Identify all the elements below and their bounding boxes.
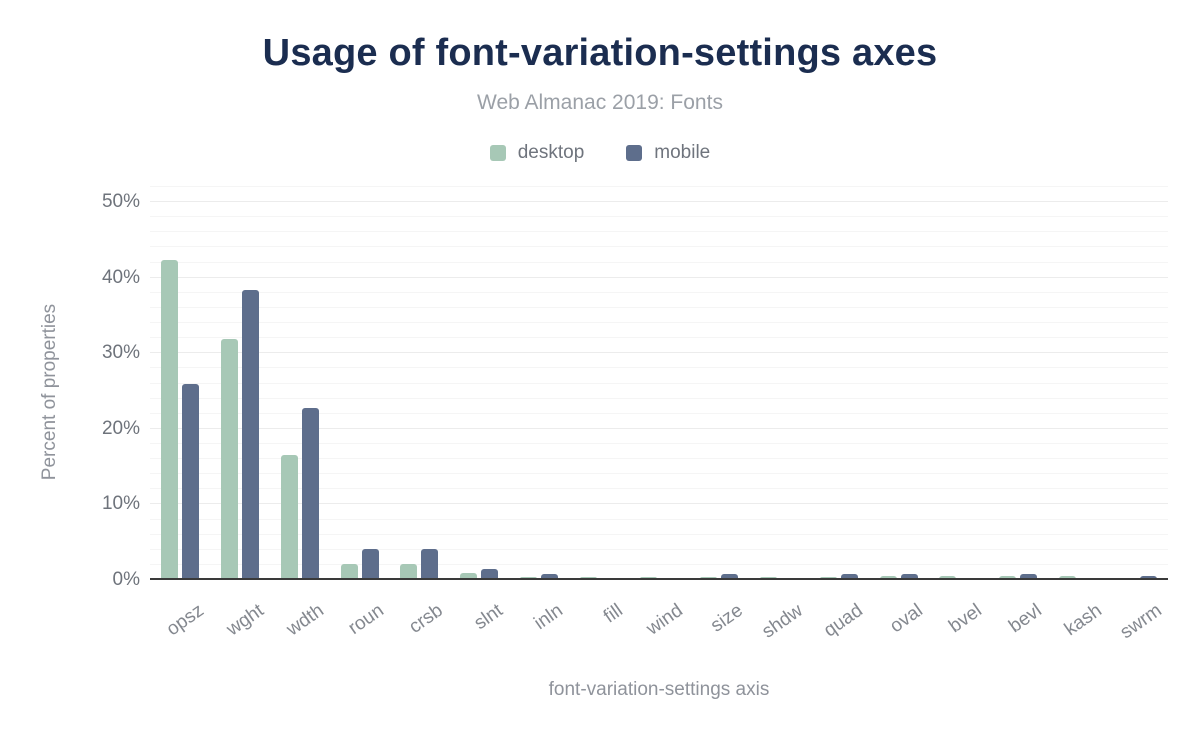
bar-desktop-roun [340,563,358,579]
bar-desktop-crsb [400,563,418,579]
gridline-2 [150,563,1168,565]
bar-mobile-inln [541,574,559,579]
bar-desktop-wdth [280,455,298,579]
gridline-8 [150,518,1168,520]
legend-label: desktop [517,142,585,163]
gridline-34 [150,322,1168,324]
y-tick-40: 40% [101,266,140,288]
bar-mobile-roun [361,548,379,579]
bar-mobile-oval [900,573,918,579]
gridline-10 [150,503,1168,505]
x-axis-line [150,578,1168,580]
bar-mobile-bevl [1020,573,1038,579]
y-tick-50: 50% [101,191,140,213]
bar-desktop-fill [580,576,598,579]
legend-swatch-mobile [626,145,643,161]
gridline-18 [150,442,1168,444]
gridline-38 [150,291,1168,293]
gridline-40 [150,276,1168,278]
chart-subtitle: Web Almanac 2019: Fonts [477,91,723,114]
chart-title: Usage of font-variation-settings axes [262,32,938,74]
gridline-6 [150,533,1168,535]
gridline-44 [150,246,1168,248]
y-tick-30: 30% [101,342,140,364]
bar-desktop-bevl [999,575,1017,579]
bar-desktop-bvel [939,575,957,579]
bar-mobile-wdth [301,408,319,579]
gridline-12 [150,488,1168,490]
plot-area [150,186,1168,580]
gridline-14 [150,473,1168,475]
legend-item-mobile: mobile [626,142,710,164]
bar-desktop-size [699,576,717,579]
bar-mobile-crsb [421,548,439,579]
bar-mobile-wght [241,290,259,579]
y-tick-20: 20% [101,417,140,439]
gridline-4 [150,548,1168,550]
bar-desktop-kash [1059,575,1077,579]
gridline-52 [150,186,1168,187]
bar-mobile-size [720,574,738,579]
legend-swatch-desktop [489,145,506,161]
bar-desktop-oval [879,575,897,579]
y-tick-10: 10% [101,493,140,515]
bar-desktop-opsz [160,260,178,579]
legend-label: mobile [654,142,711,163]
bar-mobile-swrm [1140,575,1158,579]
x-axis-title: font-variation-settings axis [548,679,770,700]
gridline-22 [150,412,1168,414]
bar-mobile-opsz [181,384,199,579]
gridline-32 [150,337,1168,339]
gridline-36 [150,306,1168,308]
bar-desktop-wght [220,338,238,579]
gridline-24 [150,397,1168,399]
gridline-28 [150,367,1168,369]
gridline-50 [150,201,1168,203]
bar-desktop-slnt [460,572,478,579]
gridline-42 [150,261,1168,263]
gridline-16 [150,458,1168,460]
bar-mobile-quad [840,574,858,579]
bar-desktop-inln [520,576,538,579]
bar-mobile-slnt [481,569,499,579]
y-tick-0: 0% [112,569,140,590]
bar-desktop-wind [640,576,657,579]
gridline-20 [150,427,1168,429]
gridline-46 [150,231,1168,233]
legend-item-desktop: desktop [489,142,585,164]
gridline-30 [150,352,1168,354]
gridline-26 [150,382,1168,384]
gridline-48 [150,216,1168,218]
bar-desktop-quad [819,576,837,579]
bar-desktop-shdw [759,576,777,579]
chart-legend: desktop mobile [0,142,1200,164]
